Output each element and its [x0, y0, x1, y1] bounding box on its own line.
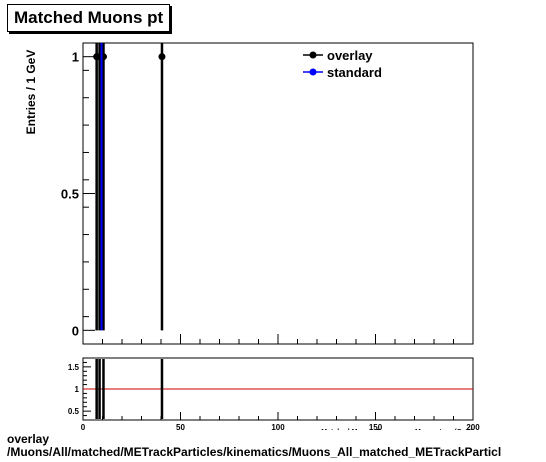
ratio-x-tick-label: 0: [81, 423, 86, 430]
legend-label-overlay: overlay: [327, 48, 373, 63]
ratio-x-tick-label: 100: [271, 423, 285, 430]
main-frame-rect: [82, 42, 474, 345]
plot-title: Matched Muons pt: [7, 4, 171, 32]
ratio-axis-ticks: 0.5 1 1.5 0 50 100 150 200: [68, 357, 480, 430]
ratio-y-tick-label: 0.5: [68, 407, 80, 416]
data-point-overlay: [158, 53, 166, 61]
ratio-x-tick-label: 150: [369, 423, 383, 430]
main-axis-ticks: 00.51: [61, 42, 474, 345]
x-axis-label: Matched Muons Transverse Momentum (GeV): [321, 429, 473, 430]
legend-marker-standard: [309, 68, 317, 76]
footer-line2: /Muons/All/matched/METrackParticles/kine…: [7, 445, 502, 459]
y-tick-label: 0.5: [61, 187, 79, 202]
y-tick-label: 0: [72, 323, 79, 338]
axis-labels: Entries / 1 GeV Matched Muons Transverse …: [24, 50, 473, 430]
legend: overlay standard: [303, 48, 382, 80]
ratio-x-tick-label: 200: [466, 423, 480, 430]
y-axis-label: Entries / 1 GeV: [24, 50, 38, 135]
y-tick-label: 1: [72, 50, 79, 65]
ratio-y-tick-label: 1: [75, 385, 80, 394]
main-data-marks: [93, 43, 166, 331]
legend-label-standard: standard: [327, 65, 382, 80]
ratio-data-marks: [83, 359, 473, 419]
footer-line1: overlay: [7, 432, 50, 446]
main-plot-frame: [82, 42, 474, 345]
ratio-x-tick-label: 50: [176, 423, 185, 430]
legend-marker-overlay: [309, 51, 317, 59]
ratio-y-tick-label: 1.5: [68, 363, 80, 372]
